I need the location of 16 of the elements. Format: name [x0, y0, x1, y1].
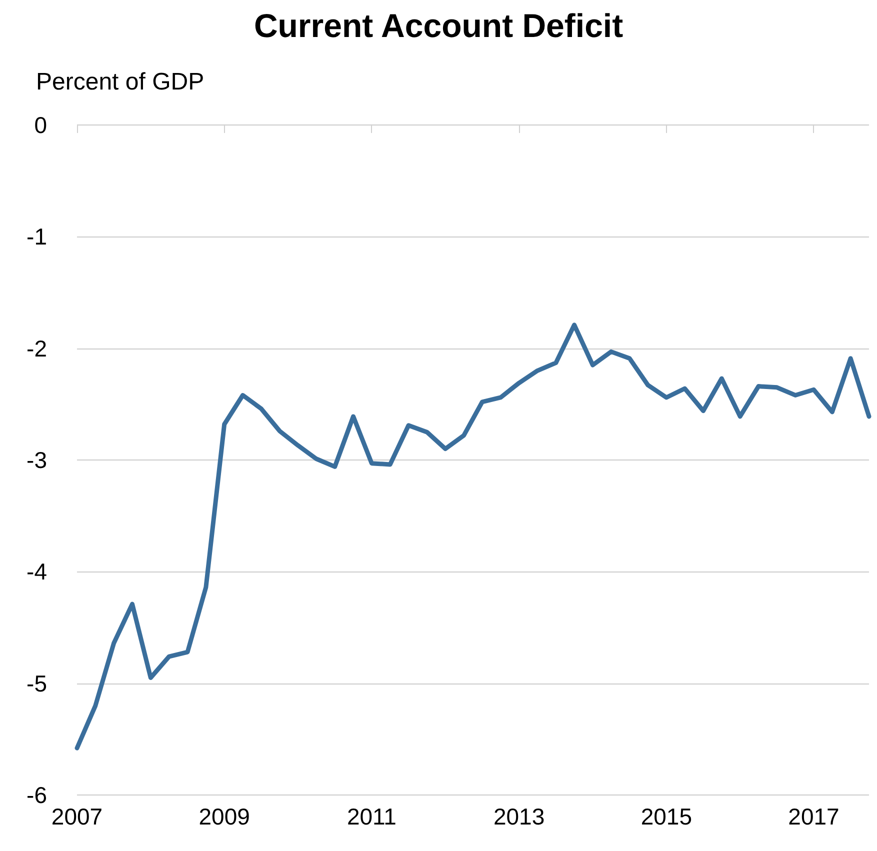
- x-tick-label: 2011: [346, 804, 396, 830]
- y-tick-label: -4: [26, 558, 48, 585]
- y-tick-label: 0: [34, 112, 47, 138]
- x-tick-label: 2009: [198, 804, 250, 830]
- y-tick-label: -1: [26, 224, 47, 250]
- y-axis-title: Percent of GDP: [36, 68, 204, 96]
- x-tick-label: 2007: [51, 804, 103, 830]
- chart-title: Current Account Deficit: [254, 7, 624, 44]
- x-tick-label: 2017: [788, 804, 840, 830]
- x-tick-label: 2013: [493, 804, 545, 830]
- y-tick-label: -6: [26, 782, 47, 808]
- y-tick-label: -2: [26, 335, 47, 362]
- y-tick-label: -3: [26, 447, 47, 473]
- x-tick-label: 2015: [640, 804, 692, 830]
- line-series: [74, 322, 872, 750]
- y-tick-label: -5: [26, 670, 47, 696]
